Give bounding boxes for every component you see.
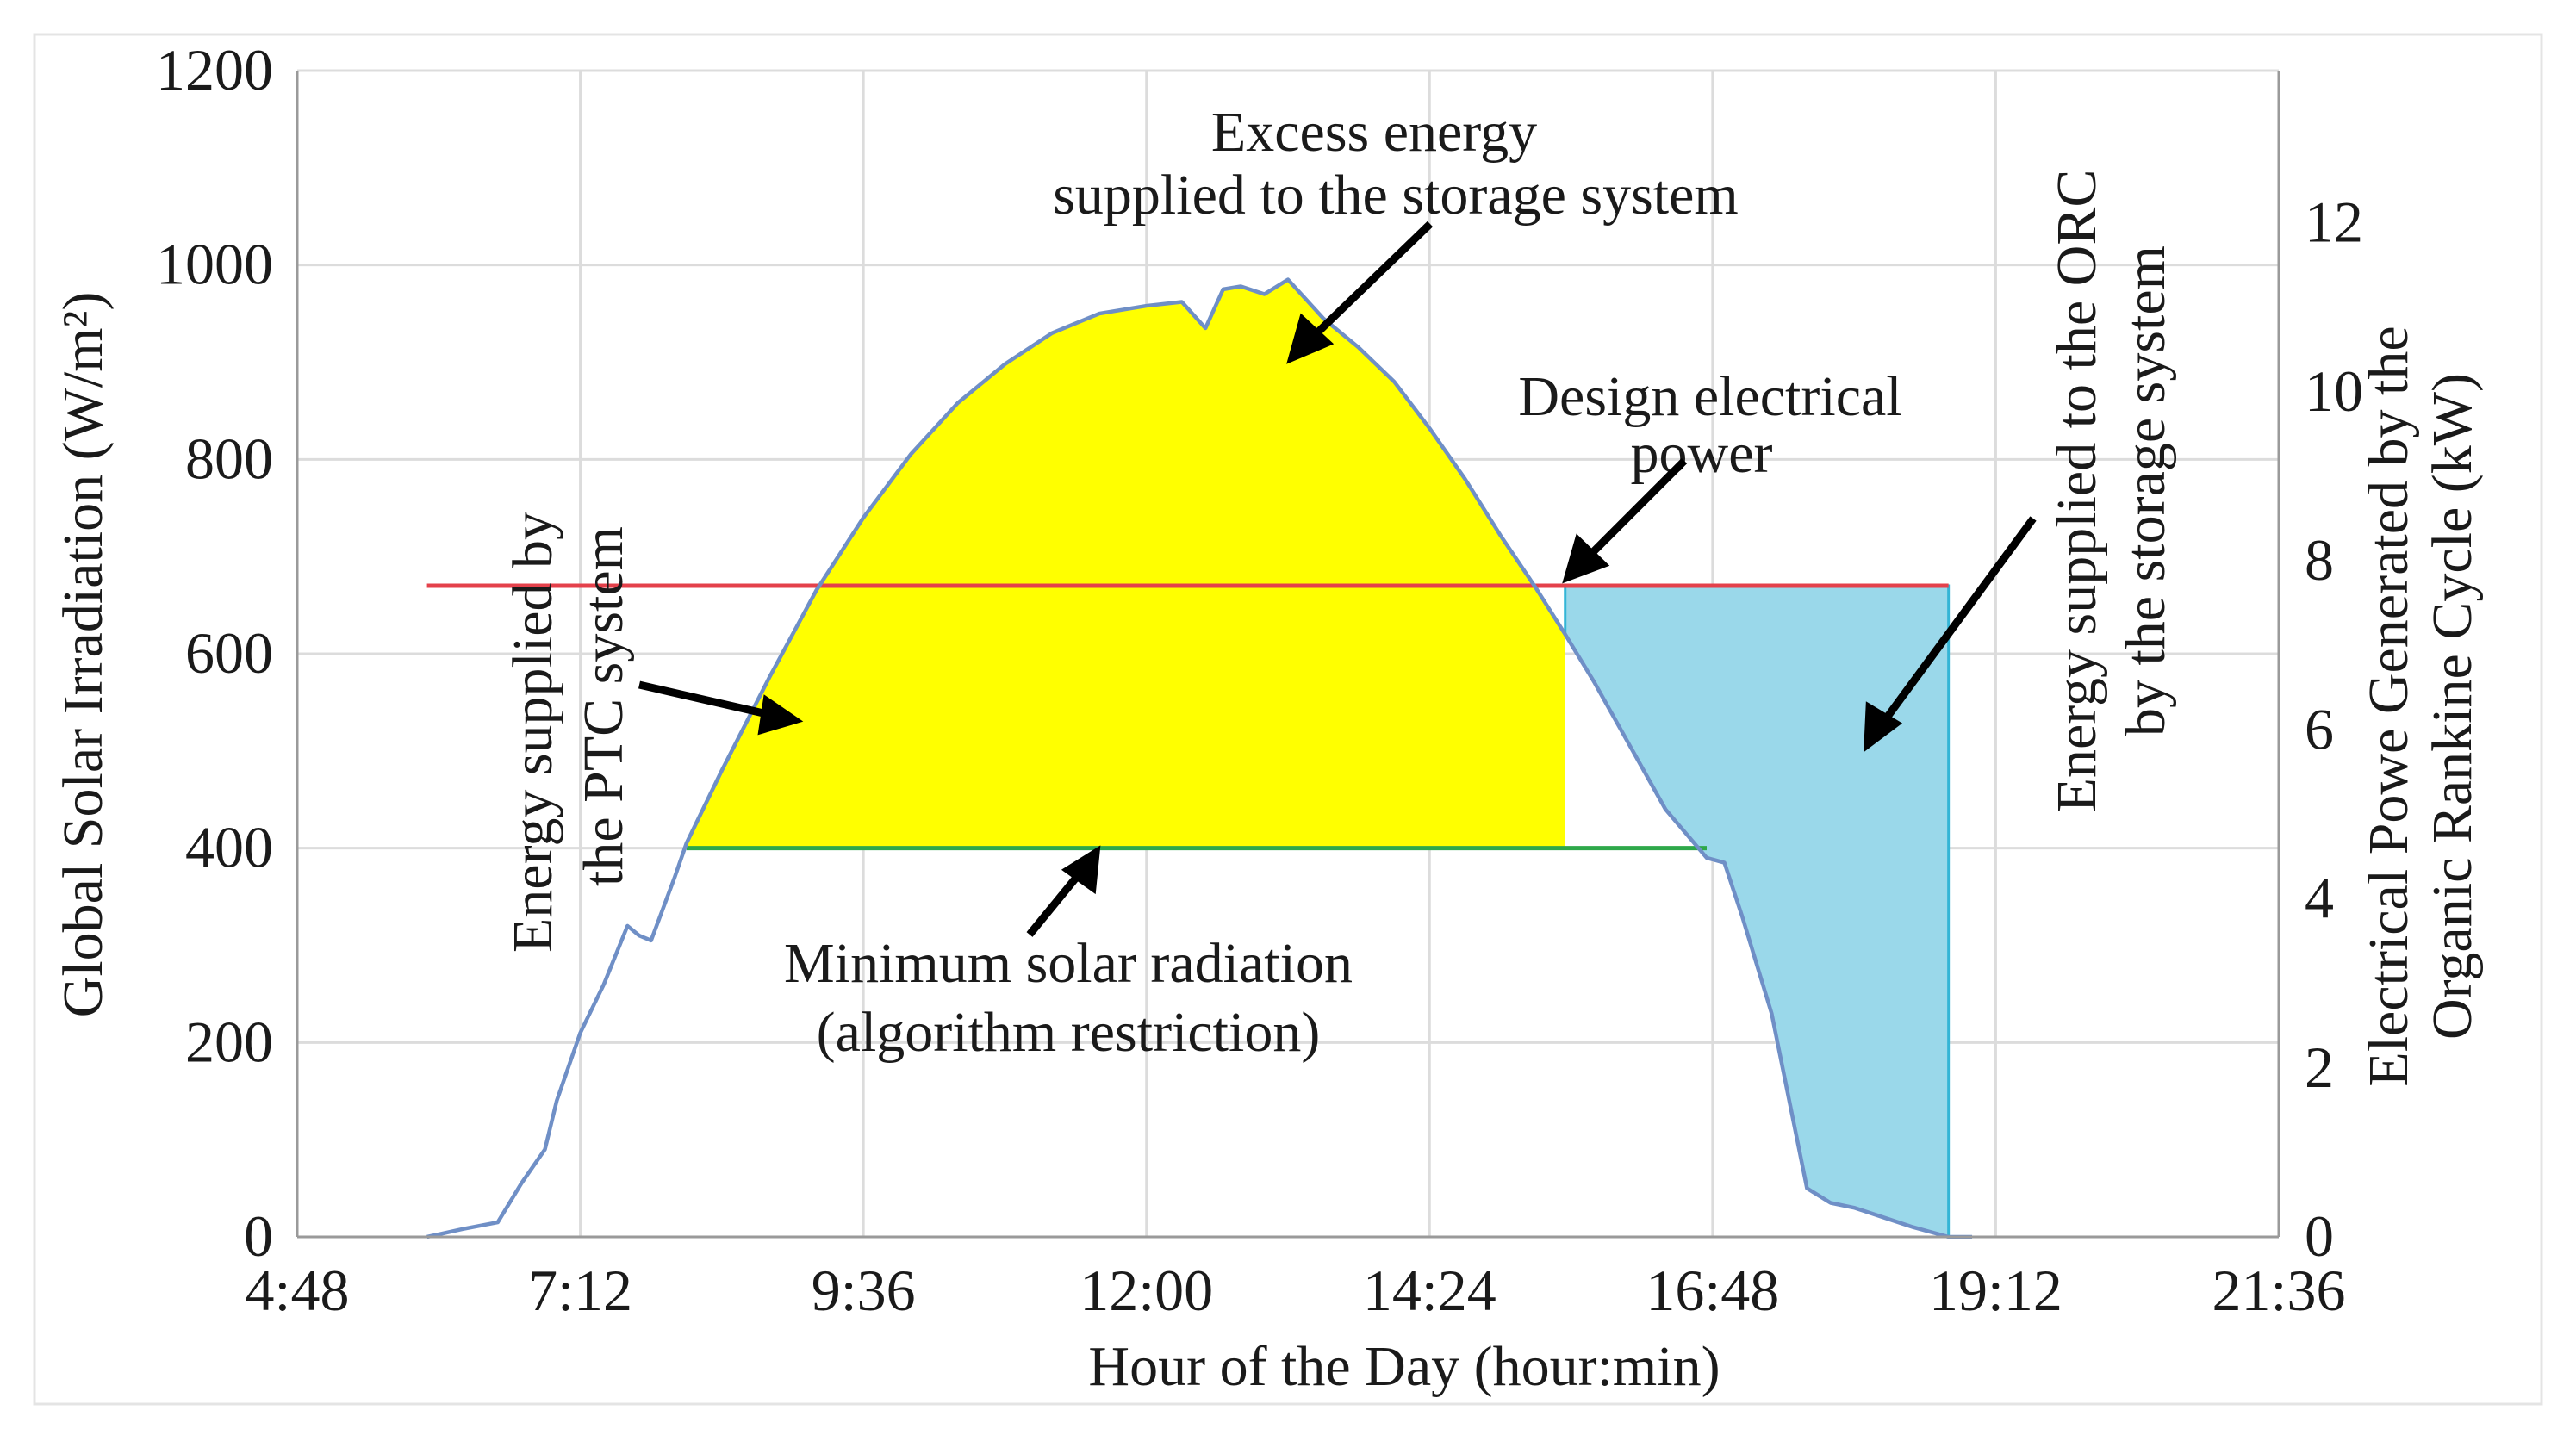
x-tick-16:48: 16:48 xyxy=(1646,1258,1779,1323)
arrow-excess-energy xyxy=(1306,221,1434,344)
y-tick-right-10: 10 xyxy=(2305,358,2363,424)
x-tick-21:36: 21:36 xyxy=(2212,1258,2346,1323)
tick-labels: 0 200 400 600 800 1000 1200 0 2 4 6 8 10 12 4:48 7:12 9:… xyxy=(156,37,2363,1323)
figure-frame xyxy=(33,33,2543,1406)
annotation-minimum-radiation-line-2: (algorithm restriction) xyxy=(817,1001,1321,1064)
y-axis-title-right-line-2: Organic Rankine Cycle (kW) xyxy=(2421,373,2484,1040)
arrow-excess-energy-head xyxy=(1286,313,1335,364)
y-tick-right-4: 4 xyxy=(2305,866,2334,931)
x-tick-19:12: 19:12 xyxy=(1929,1258,2063,1323)
arrow-orc-storage xyxy=(1879,516,2037,726)
y-tick-right-6: 6 xyxy=(2305,696,2334,761)
annotation-design-power-line-2: power xyxy=(1631,422,1773,485)
arrow-design-power-head xyxy=(1562,533,1610,584)
data-series xyxy=(426,277,1973,1239)
y-tick-left-400: 400 xyxy=(185,815,273,880)
arrow-ptc-energy-head xyxy=(757,694,804,736)
y-tick-left-1000: 1000 xyxy=(156,232,273,297)
y-tick-right-8: 8 xyxy=(2305,527,2334,593)
arrow-minimum-radiation-head xyxy=(1061,845,1101,895)
annotation-excess-energy-line-2: supplied to the storage system xyxy=(1053,164,1739,227)
y-axis-title-right-line-1: Electrical Powe Generated by the xyxy=(2357,326,2420,1086)
annotation-design-power-line-1: Design electrical xyxy=(1518,365,1901,428)
axes xyxy=(296,71,2280,1239)
x-tick-7:12: 7:12 xyxy=(528,1258,632,1323)
y-tick-right-2: 2 xyxy=(2305,1034,2334,1100)
annotation-excess-energy-line-1: Excess energy xyxy=(1211,101,1537,164)
x-tick-4:48: 4:48 xyxy=(246,1258,350,1323)
y-tick-left-800: 800 xyxy=(185,426,273,491)
arrow-design-power xyxy=(1582,457,1688,563)
y-tick-left-200: 200 xyxy=(185,1009,273,1074)
annotation-arrows xyxy=(638,221,2037,937)
y-axis-title-left: Global Solar Irradiation (W/m²) xyxy=(52,292,115,1018)
y-tick-left-1200: 1200 xyxy=(156,37,273,102)
y-tick-right-0: 0 xyxy=(2305,1203,2334,1269)
y-tick-right-12: 12 xyxy=(2305,189,2363,255)
x-tick-9:36: 9:36 xyxy=(812,1258,916,1323)
region-ptc-excess-energy xyxy=(686,279,1565,848)
x-tick-14:24: 14:24 xyxy=(1363,1258,1496,1323)
y-tick-left-600: 600 xyxy=(185,620,273,686)
annotation-orc-storage-line-1: Energy supplied to the ORC xyxy=(2045,170,2108,813)
y-tick-left-0: 0 xyxy=(244,1203,273,1269)
annotation-orc-storage-line-2: by the storage system xyxy=(2114,245,2177,736)
annotation-ptc-energy-line-2: the PTC system xyxy=(572,526,635,886)
x-tick-12:00: 12:00 xyxy=(1080,1258,1213,1323)
arrow-ptc-energy xyxy=(638,680,773,719)
irradiation-curve xyxy=(426,277,1973,1239)
arrow-orc-storage-head xyxy=(1864,701,1903,753)
annotation-ptc-energy-line-1: Energy supplied by xyxy=(501,512,564,953)
x-axis-title: Hour of the Day (hour:min) xyxy=(1088,1335,1720,1398)
annotation-minimum-radiation-line-1: Minimum solar radiation xyxy=(784,932,1353,995)
